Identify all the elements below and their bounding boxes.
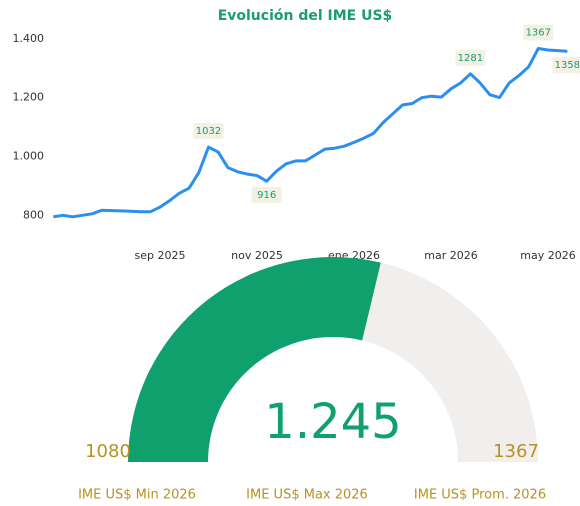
data-label-text: 1358 bbox=[555, 60, 580, 71]
x-tick-label: nov 2025 bbox=[231, 249, 283, 262]
data-label-text: 1032 bbox=[196, 126, 221, 137]
data-label: 1281 bbox=[455, 49, 486, 66]
gauge-track bbox=[362, 262, 538, 462]
data-label-box bbox=[552, 57, 580, 74]
gauge-value-arc bbox=[128, 257, 381, 462]
y-tick-label: 1.200 bbox=[13, 91, 45, 104]
data-label: 916 bbox=[251, 187, 282, 204]
data-label: 1367 bbox=[523, 24, 554, 41]
data-label: 1032 bbox=[193, 123, 224, 140]
gauge-value: 1.245 bbox=[264, 394, 401, 450]
gauge-max: 1367 bbox=[493, 441, 539, 462]
data-label-box bbox=[251, 187, 282, 204]
y-tick-label: 1.000 bbox=[13, 149, 45, 162]
chart-title: Evolución del IME US$ bbox=[218, 8, 393, 24]
data-label-text: 1281 bbox=[458, 53, 483, 64]
gauge-caption: IME US$ Prom. 2026 bbox=[414, 488, 546, 503]
x-tick-label: mar 2026 bbox=[424, 249, 477, 262]
data-label-box bbox=[455, 49, 486, 66]
gauge-caption: IME US$ Max 2026 bbox=[246, 488, 368, 503]
y-tick-label: 800 bbox=[23, 208, 44, 221]
y-tick-label: 1.400 bbox=[13, 32, 45, 45]
line-series bbox=[53, 47, 568, 219]
x-tick-label: may 2026 bbox=[520, 249, 575, 262]
data-label-text: 916 bbox=[257, 190, 276, 201]
x-tick-label: sep 2025 bbox=[135, 249, 186, 262]
data-label-box bbox=[523, 24, 554, 41]
gauge-caption: IME US$ Min 2026 bbox=[78, 488, 196, 503]
data-label-text: 1367 bbox=[526, 28, 551, 39]
data-label: 1358 bbox=[552, 57, 580, 74]
data-label-box bbox=[193, 123, 224, 140]
gauge-min: 1080 bbox=[85, 441, 131, 462]
